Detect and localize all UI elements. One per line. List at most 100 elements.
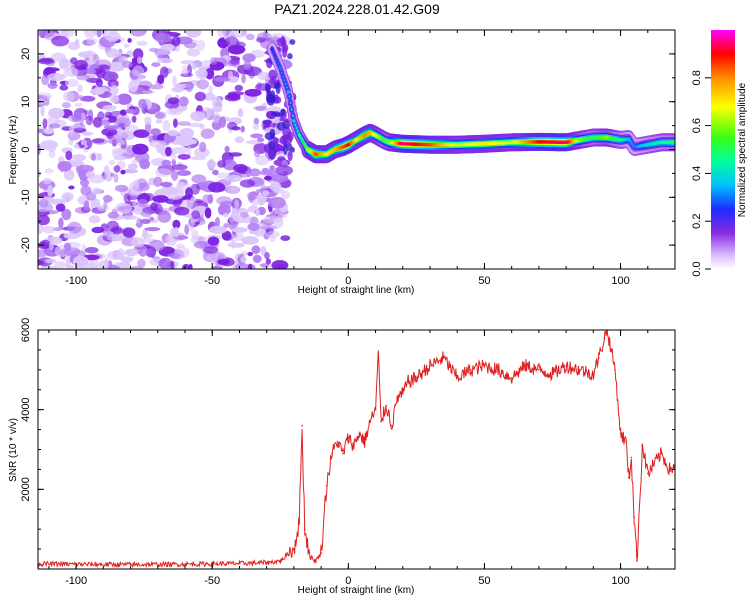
spectrogram-noise-blob bbox=[64, 78, 79, 87]
snr-data-point bbox=[304, 528, 306, 530]
snr-data-point bbox=[608, 341, 611, 343]
spectrogram-noise-blob bbox=[171, 169, 179, 182]
spectrogram-noise-blob bbox=[279, 117, 285, 122]
spectrogram-ridge-cell bbox=[300, 137, 303, 141]
spectrogram-noise-blob bbox=[49, 240, 54, 251]
snr-data-point bbox=[603, 337, 605, 339]
spectrogram-noise-blob bbox=[84, 30, 96, 39]
spectrogram-noise-blob bbox=[248, 263, 253, 269]
x-tick-label: -50 bbox=[204, 275, 220, 287]
spectrogram-y-axis-label: Frequency (Hz) bbox=[8, 116, 19, 185]
x-tick-label: 50 bbox=[478, 275, 490, 287]
spectrogram-noise-blob bbox=[91, 187, 101, 195]
spectrogram-noise-blob bbox=[180, 60, 196, 65]
spectrogram-noise-blob bbox=[100, 120, 111, 127]
spectrogram-noise-blob bbox=[234, 136, 244, 144]
spectrogram-noise-blob bbox=[157, 57, 174, 64]
spectrogram-noise-blob bbox=[244, 88, 262, 97]
spectrogram-noise-blob bbox=[199, 141, 207, 153]
snr-data-point bbox=[314, 560, 317, 562]
spectrogram-noise-blob bbox=[280, 108, 286, 117]
spectrogram-noise-blob bbox=[101, 230, 114, 237]
spectrogram-noise-blob bbox=[127, 163, 138, 170]
spectrogram-noise-blob bbox=[122, 227, 136, 238]
spectrogram-noise-blob bbox=[234, 84, 243, 92]
spectrogram-noise-blob bbox=[101, 128, 118, 136]
spectrogram-noise-blob bbox=[133, 48, 144, 60]
spectrogram-noise-blob bbox=[176, 136, 194, 147]
spectrogram-noise-blob bbox=[43, 128, 55, 134]
colorbar-tick-label: 0.2 bbox=[691, 214, 703, 229]
spectrogram-ridge-point bbox=[278, 66, 282, 70]
spectrogram-noise-blob bbox=[91, 226, 105, 234]
spectrogram-noise-blob bbox=[227, 242, 245, 248]
snr-data-point bbox=[385, 404, 388, 407]
spectrogram-noise-blob bbox=[150, 128, 161, 136]
snr-data-point bbox=[538, 369, 540, 371]
spectrogram-ridge-point bbox=[387, 140, 391, 144]
spectrogram-ridge-point bbox=[537, 140, 541, 144]
spectrogram-noise-blob bbox=[155, 112, 165, 119]
spectrogram-noise-blob bbox=[273, 187, 284, 194]
y-tick-label: -20 bbox=[20, 237, 32, 253]
spectrogram-noise-blob bbox=[199, 124, 205, 130]
spectrogram-noise-blob bbox=[242, 53, 256, 63]
spectrogram-ridge-point bbox=[455, 143, 459, 147]
spectrogram-noise-blob bbox=[165, 146, 172, 157]
snr-data-point bbox=[633, 516, 635, 518]
spectrogram-noise-blob bbox=[68, 125, 74, 136]
snr-data-point bbox=[625, 440, 627, 443]
spectrogram-noise-blob bbox=[218, 116, 227, 128]
spectrogram-noise-blob bbox=[190, 156, 207, 161]
spectrogram-ridge-cell bbox=[274, 56, 277, 60]
x-tick-label: -100 bbox=[65, 575, 87, 587]
snr-data-point bbox=[524, 365, 527, 367]
spectrogram-ridge-point bbox=[270, 47, 274, 51]
spectrogram-noise-blob bbox=[280, 235, 291, 242]
spectrogram-noise-blob bbox=[151, 62, 161, 67]
spectrogram-noise-blob bbox=[81, 112, 86, 120]
spectrogram-noise-blob bbox=[102, 71, 119, 82]
spectrogram-ridge-point bbox=[333, 147, 337, 152]
spectrogram-noise-blob bbox=[191, 174, 207, 184]
spectrogram-noise-blob bbox=[234, 199, 239, 211]
spectrogram-noise-blob bbox=[173, 226, 179, 238]
spectrogram-noise-blob bbox=[133, 129, 150, 139]
spectrogram-noise-blob bbox=[92, 116, 103, 128]
spectrogram-noise-blob bbox=[270, 90, 275, 98]
spectrogram-noise-blob bbox=[209, 225, 227, 234]
spectrogram-ridge-cell bbox=[284, 82, 287, 86]
spectrogram-noise-blob bbox=[53, 261, 66, 269]
spectrogram-noise-blob bbox=[207, 236, 220, 246]
spectrogram-noise-blob bbox=[134, 151, 150, 163]
spectrogram-noise-blob bbox=[142, 90, 155, 95]
spectrogram-noise-blob bbox=[51, 35, 70, 47]
snr-y-axis-label: SNR (10 * v/v) bbox=[8, 418, 19, 482]
spectrogram-noise-blob bbox=[38, 249, 48, 258]
spectrogram-noise-blob bbox=[255, 155, 270, 166]
spectrogram-noise-blob bbox=[55, 203, 66, 212]
spectrogram-noise-blob bbox=[167, 188, 185, 200]
spectrogram-noise-blob bbox=[86, 37, 98, 46]
spectrogram-noise-blob bbox=[72, 255, 89, 268]
spectrogram-noise-blob bbox=[61, 102, 71, 109]
colorbar-label: Normalized spectral amplitude bbox=[737, 82, 748, 217]
spectrogram-noise-blob bbox=[140, 210, 152, 218]
spectrogram-noise-blob bbox=[262, 190, 270, 197]
spectrogram-noise-blob bbox=[38, 222, 44, 235]
spectrogram-noise-blob bbox=[59, 84, 69, 91]
spectrogram-noise-blob bbox=[103, 31, 121, 41]
snr-data-point bbox=[377, 353, 380, 355]
spectrogram-ridge-point bbox=[297, 133, 301, 137]
spectrogram-noise-blob bbox=[63, 242, 72, 251]
spectrogram-noise-blob bbox=[96, 113, 104, 118]
spectrogram-noise-blob bbox=[256, 37, 266, 43]
spectrogram-noise-blob bbox=[270, 173, 289, 183]
spectrogram-noise-blob bbox=[260, 194, 267, 203]
spectrogram-noise-blob bbox=[145, 246, 157, 258]
spectrogram-noise-blob bbox=[187, 146, 192, 157]
spectrogram-noise-blob bbox=[171, 158, 176, 167]
spectrogram-noise-blob bbox=[253, 117, 260, 125]
spectrogram-noise-blob bbox=[181, 199, 194, 209]
spectrogram-noise-blob bbox=[269, 165, 276, 172]
